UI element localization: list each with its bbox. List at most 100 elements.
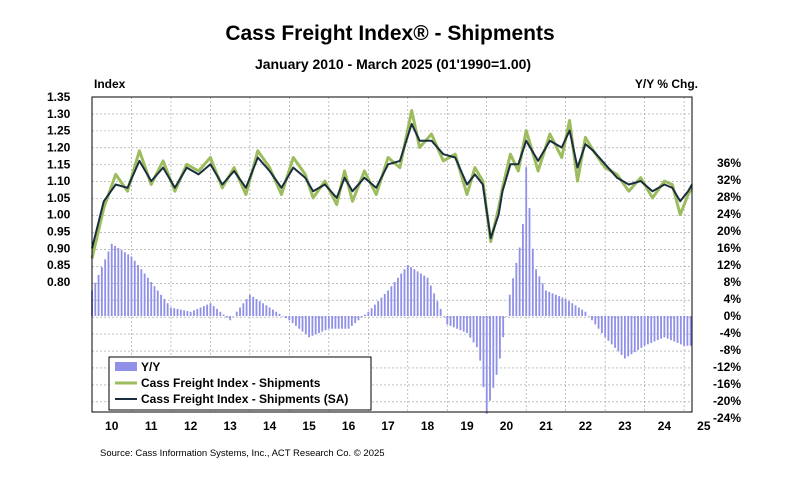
- yoy-bar: [265, 305, 268, 316]
- y-right-tick-label: -4%: [720, 326, 742, 340]
- yoy-bar: [446, 316, 449, 325]
- yoy-bar: [100, 267, 103, 316]
- yoy-bar: [331, 316, 334, 329]
- yoy-bar: [360, 316, 363, 318]
- y-right-tick-label: 20%: [717, 224, 741, 238]
- yoy-bar: [133, 260, 136, 316]
- yoy-bar: [647, 316, 649, 345]
- yoy-bar: [637, 316, 639, 350]
- yoy-bar: [347, 316, 350, 329]
- yoy-bar: [633, 316, 636, 353]
- plot-frame: [91, 96, 693, 413]
- yoy-bar: [502, 316, 505, 338]
- yoy-bar: [193, 310, 195, 316]
- yoy-bar: [189, 311, 192, 316]
- yoy-bar: [452, 316, 455, 328]
- y-right-tick-label: 12%: [717, 258, 741, 272]
- y-left-tick-label: 1.15: [47, 157, 71, 171]
- x-tick-label: 19: [460, 419, 474, 433]
- yoy-bar: [541, 283, 544, 316]
- x-tick-label: 22: [579, 419, 593, 433]
- yoy-bar: [285, 316, 287, 319]
- chart-subtitle: January 2010 - March 2025 (01'1990=1.00): [255, 56, 531, 72]
- x-tick-label: 11: [145, 419, 158, 433]
- yoy-bar: [397, 277, 399, 316]
- yoy-bar: [607, 316, 610, 341]
- yoy-bar: [489, 316, 491, 401]
- yoy-bar: [564, 299, 567, 316]
- yoy-bar: [143, 273, 146, 316]
- yoy-bar: [311, 316, 314, 336]
- yoy-bar: [127, 254, 130, 316]
- yoy-bar: [314, 316, 317, 335]
- yoy-bar: [166, 303, 169, 316]
- yoy-bar: [663, 316, 666, 338]
- yoy-bar: [377, 301, 380, 316]
- yoy-bar: [354, 316, 357, 324]
- yoy-bar: [183, 310, 186, 316]
- yoy-bar: [505, 316, 508, 317]
- y-left-tick-label: 0.90: [47, 241, 71, 255]
- yoy-bar: [202, 306, 205, 316]
- yoy-bar: [318, 316, 320, 333]
- yoy-bar: [400, 273, 403, 316]
- x-tick-label: 25: [697, 419, 711, 433]
- yoy-bar: [423, 275, 426, 316]
- yoy-bar: [597, 316, 600, 329]
- yoy-bar: [147, 277, 149, 316]
- yoy-bar: [219, 311, 222, 316]
- y-right-tick-label: -16%: [713, 377, 741, 391]
- yoy-bar: [666, 316, 669, 339]
- x-tick-label: 15: [302, 419, 316, 433]
- y-right-tick-label: 4%: [724, 292, 742, 306]
- yoy-bar: [327, 316, 330, 329]
- yoy-bar: [584, 311, 587, 316]
- yoy-bar: [173, 308, 176, 316]
- y-left-tick-label: 1.35: [47, 90, 71, 104]
- yoy-bar: [433, 293, 436, 316]
- yoy-bar: [163, 299, 166, 316]
- yoy-bar: [199, 307, 202, 316]
- yoy-bar: [94, 282, 97, 316]
- yoy-bar: [426, 277, 429, 316]
- yoy-bar: [334, 316, 337, 329]
- y-right-tick-label: -24%: [713, 411, 741, 425]
- yoy-bar: [420, 273, 422, 316]
- yoy-bar: [528, 207, 531, 316]
- y-right-tick-label: 0%: [724, 309, 742, 323]
- yoy-bar: [107, 251, 110, 316]
- yoy-bar: [512, 278, 514, 316]
- legend-box: [108, 356, 372, 411]
- yoy-bar: [232, 316, 235, 317]
- x-tick-label: 10: [105, 419, 119, 433]
- yoy-bar: [623, 316, 626, 359]
- x-tick-label: 23: [618, 419, 632, 433]
- legend: Y/Y Cass Freight Index - Shipments Cass …: [108, 356, 372, 411]
- yoy-bar: [344, 316, 347, 329]
- y-axis-right-ticks: 36% 32% 28% 24% 20% 16% 12% 8% 4% 0% -4% -8% -12% -16…: [713, 156, 741, 425]
- yoy-bar: [370, 308, 373, 316]
- yoy-bar: [321, 316, 324, 332]
- yoy-bar: [558, 296, 561, 316]
- yoy-bar: [456, 316, 459, 329]
- yoy-bar: [679, 316, 682, 345]
- yoy-bar: [548, 291, 551, 316]
- yoy-bar: [179, 309, 182, 316]
- yoy-bar: [508, 294, 511, 316]
- yoy-bar: [337, 316, 340, 329]
- yoy-bar: [140, 269, 143, 316]
- yoy-bar: [676, 316, 679, 343]
- yoy-bar: [449, 316, 452, 326]
- yoy-bar: [373, 304, 376, 316]
- yoy-bar: [571, 303, 574, 316]
- yoy-bar: [304, 316, 307, 335]
- yoy-bar: [170, 307, 172, 316]
- y-right-tick-label: -20%: [713, 394, 741, 408]
- yoy-bar: [252, 296, 255, 316]
- y-right-tick-label: -8%: [720, 343, 742, 357]
- yoy-bar: [242, 303, 245, 316]
- y-right-tick-label: 32%: [717, 173, 741, 187]
- yoy-bar: [462, 316, 465, 332]
